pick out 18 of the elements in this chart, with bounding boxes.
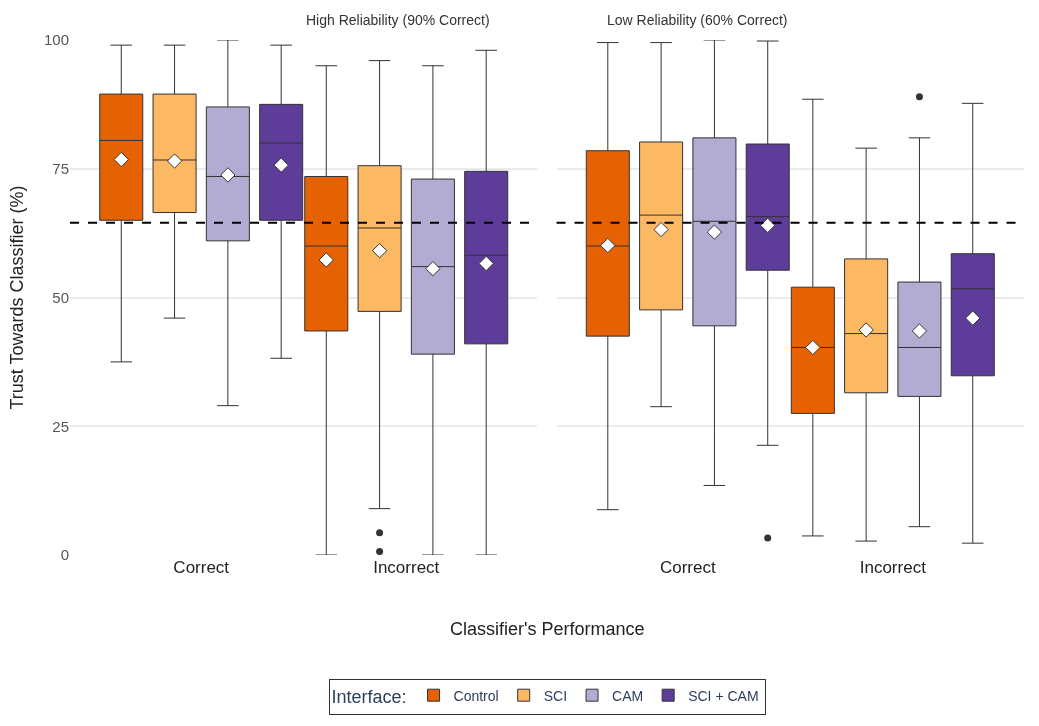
y-tick-label: 25: [52, 417, 69, 435]
x-tick-label: Incorrect: [373, 558, 440, 577]
y-tick-label: 100: [43, 31, 69, 49]
legend-title: Interface:: [331, 687, 407, 707]
chart-title: High Reliability (90% Correct): [306, 12, 490, 28]
legend-label: SCI: [543, 687, 568, 704]
legend-label: CAM: [612, 687, 644, 704]
legend-label: Control: [453, 687, 499, 704]
x-tick-label: Correct: [173, 558, 230, 577]
chart-title: Low Reliability (60% Correct): [607, 12, 788, 28]
y-axis-title: Trust Towards Classifier (%): [7, 185, 28, 410]
y-tick-label: 75: [52, 160, 69, 177]
x-axis-title: Classifier's Performance: [450, 619, 645, 639]
y-tick-label: 50: [52, 288, 69, 306]
x-tick-label: Incorrect: [859, 558, 927, 577]
legend-label: SCI + CAM: [688, 687, 759, 704]
y-tick-label: 0: [60, 546, 69, 564]
x-tick-label: Correct: [659, 558, 716, 577]
